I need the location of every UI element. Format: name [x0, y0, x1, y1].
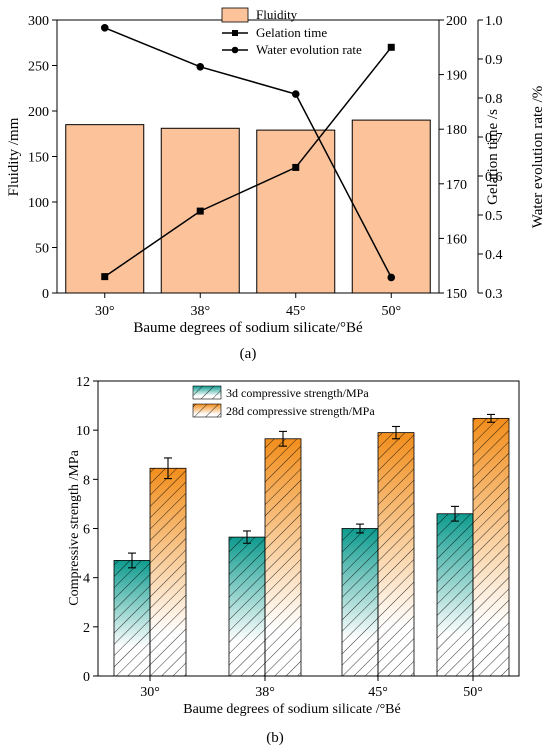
legend-a-gelation: Gelation time: [256, 25, 327, 40]
y-tick-label-a-100: 100: [28, 196, 49, 211]
y-tick-label-a-250: 250: [28, 60, 49, 75]
bar-3d-hatch-1: [228, 536, 266, 677]
legend-b: 3d compressive strength/MPa 28d compress…: [192, 385, 375, 418]
x-tick-label-a-3: 50°: [381, 304, 401, 319]
y2-tick-label-a-180: 180: [446, 123, 467, 138]
panel-b: 0 2 4 6 8 10 12 30° 38° 45° 50° 3d compressive str…: [67, 375, 520, 746]
y2-tick-label-a-160: 160: [446, 232, 467, 247]
x-tick-label-b-0: 30°: [140, 685, 160, 700]
y3-tick-label-a-0.8: 0.8: [485, 92, 503, 107]
legend-a-water-marker: [231, 46, 239, 54]
y3-tick-label-a-0.4: 0.4: [485, 248, 503, 263]
legend-b-28d: 28d compressive strength/MPa: [226, 404, 375, 418]
x-axis-label-b: Baume degrees of sodium silicate /°Bé: [183, 702, 401, 717]
fluidity-bar-1: [160, 127, 240, 294]
y3-axis-label-a: Water evolution rate /%: [530, 86, 546, 229]
y3-tick-label-a-0.5: 0.5: [485, 209, 503, 224]
y-tick-label-b-10: 10: [76, 424, 90, 439]
gelation-time-point-2: [292, 163, 300, 171]
y2-tick-label-a-150: 150: [446, 287, 467, 302]
x-tick-label-b-1: 38°: [255, 685, 275, 700]
y-axis-label-a: Fluidity /mm: [6, 117, 22, 196]
legend-b-swatch-28d-hatch: [193, 404, 221, 417]
x-axis-label-a: Baume degrees of sodium silicate/°Bé: [133, 320, 363, 336]
fluidity-bar-0: [65, 124, 145, 294]
panel-label-a: (a): [240, 346, 257, 362]
fluidity-bar-3: [351, 119, 431, 294]
legend-b-3d: 3d compressive strength/MPa: [226, 386, 369, 400]
water-evolution-point-0: [100, 24, 109, 32]
gelation-time-point-3: [387, 43, 395, 51]
y3-tick-label-a-0.3: 0.3: [485, 287, 503, 302]
x-tick-label-a-2: 45°: [286, 304, 306, 319]
water-evolution-point-3: [387, 273, 396, 282]
y-tick-label-a-150: 150: [28, 151, 49, 166]
gelation-time-point-0: [101, 273, 109, 281]
x-tick-label-a-0: 30°: [95, 304, 115, 319]
y2-tick-label-a-190: 190: [446, 69, 467, 84]
x-tick-label-b-2: 45°: [368, 685, 388, 700]
panel-a: 0 50 100 150 200 250 300 150 160 170 180 190 200 0.3 0…: [6, 7, 546, 362]
bar-28d-hatch-2: [377, 432, 415, 677]
bar-28d-hatch-3: [472, 417, 510, 677]
y2-tick-label-a-200: 200: [446, 14, 467, 29]
y-tick-label-b-0: 0: [83, 670, 90, 685]
y-tick-label-a-50: 50: [35, 242, 49, 257]
y3-tick-label-a-0.6: 0.6: [485, 170, 503, 185]
panel-label-b: (b): [266, 730, 284, 746]
y-tick-label-a-0: 0: [42, 287, 49, 302]
y-tick-label-b-6: 6: [83, 523, 90, 538]
legend-a-gelation-marker: [232, 30, 238, 36]
gelation-time-point-1: [196, 207, 204, 215]
y3-tick-label-a-1: 1.0: [485, 14, 503, 29]
y-tick-label-b-2: 2: [83, 621, 90, 636]
legend-a: Fluidity Gelation time Water evolution r…: [221, 7, 362, 57]
gelation-time-line: [104, 46, 392, 278]
y3-tick-label-a-0.7: 0.7: [485, 131, 503, 146]
legend-a-water: Water evolution rate: [256, 42, 362, 57]
x-tick-label-b-3: 50°: [463, 685, 483, 700]
bar-28d-hatch-0: [149, 467, 187, 677]
legend-a-fluidity: Fluidity: [256, 7, 298, 22]
y2-axis-label-a: Gelation time /s: [485, 109, 501, 205]
y3-tick-label-a-0.9: 0.9: [485, 53, 503, 68]
y2-tick-label-a-170: 170: [446, 178, 467, 193]
bar-3d-hatch-3: [436, 513, 474, 677]
bar-28d-hatch-1: [264, 438, 302, 677]
y-axis-label-b: Compressive strength /MPa: [67, 449, 82, 605]
bar-3d-hatch-0: [113, 560, 151, 677]
fluidity-bar-2: [256, 129, 336, 294]
legend-a-swatch-fluidity: [221, 7, 249, 23]
y-tick-label-b-4: 4: [83, 572, 90, 587]
y-tick-label-b-12: 12: [76, 375, 90, 390]
legend-b-swatch-3d-hatch: [193, 386, 221, 399]
water-evolution-point-2: [291, 90, 300, 98]
y-tick-label-b-8: 8: [83, 473, 90, 488]
x-tick-label-a-1: 38°: [190, 304, 210, 319]
y-tick-label-a-300: 300: [28, 14, 49, 29]
bar-3d-hatch-2: [341, 528, 379, 677]
water-evolution-point-1: [196, 63, 205, 71]
water-evolution-line: [104, 27, 392, 278]
y-tick-label-a-200: 200: [28, 105, 49, 120]
